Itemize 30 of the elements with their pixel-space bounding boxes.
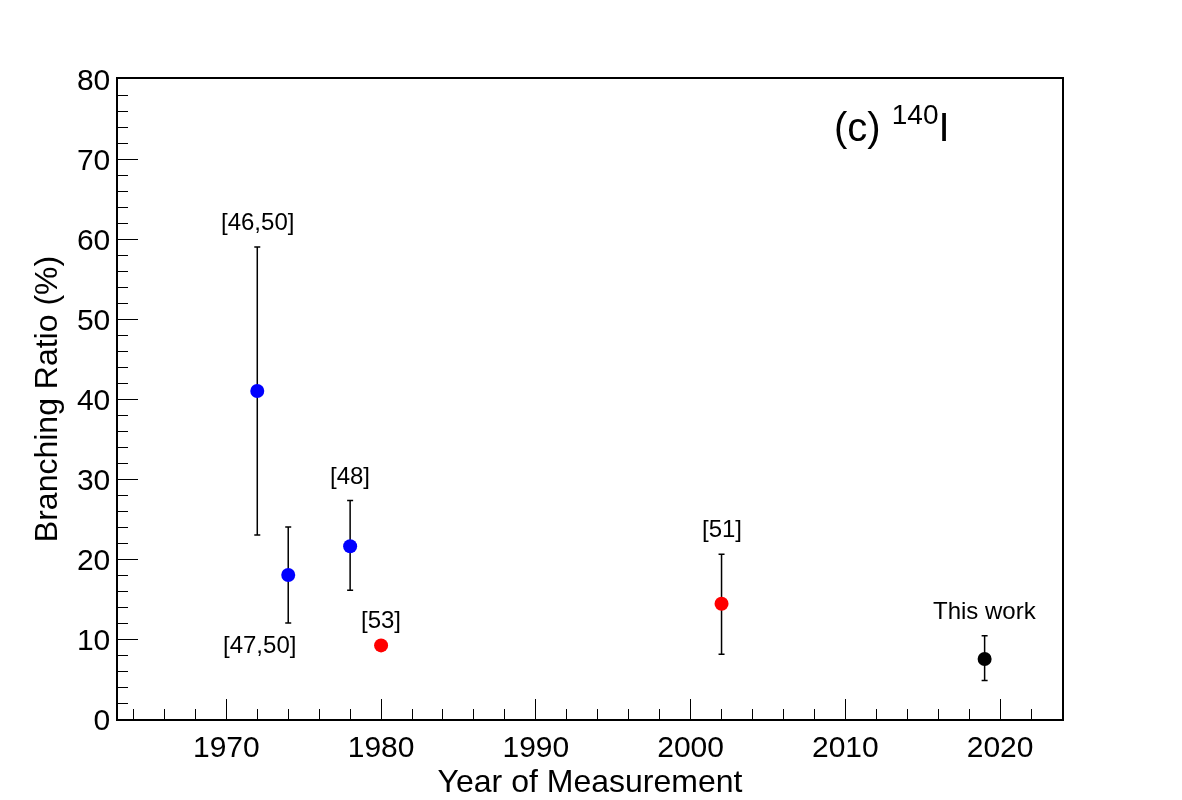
annotation: (c) $^{140}$I <box>834 99 950 149</box>
y-tick-label: 80 <box>76 62 111 96</box>
y-tick-label: 50 <box>76 302 111 336</box>
x-tick-label: 1990 <box>502 729 570 763</box>
y-tick-label: 40 <box>76 382 111 416</box>
point <box>250 384 265 398</box>
annotation: [47,50] <box>223 631 297 658</box>
annotation: [46,50] <box>221 208 295 235</box>
x-tick-label: 2010 <box>811 729 879 763</box>
y-tick-label: 20 <box>76 542 111 576</box>
y-tick-label: 0 <box>93 702 111 736</box>
point <box>374 638 389 653</box>
x-tick-label: 2000 <box>657 729 724 763</box>
x-axis-title: Year of Measurement <box>437 763 743 800</box>
y-axis-title: Branching Ratio (%) <box>27 255 64 543</box>
y-tick-label: 60 <box>76 222 111 256</box>
annotation: [48] <box>330 462 371 489</box>
y-tick-label: 30 <box>76 462 111 496</box>
annotation: [51] <box>702 515 743 542</box>
y-tick-label: 70 <box>76 142 111 176</box>
x-tick-label: 1970 <box>192 729 260 763</box>
annotation: This work <box>933 597 1037 624</box>
x-tick-label: 2020 <box>966 729 1034 763</box>
point <box>343 539 358 554</box>
annotation: [53] <box>361 606 402 633</box>
point <box>714 596 729 611</box>
y-tick-label: 10 <box>76 622 111 656</box>
point <box>977 652 992 666</box>
x-tick-label: 1980 <box>347 729 415 763</box>
point <box>281 568 296 582</box>
